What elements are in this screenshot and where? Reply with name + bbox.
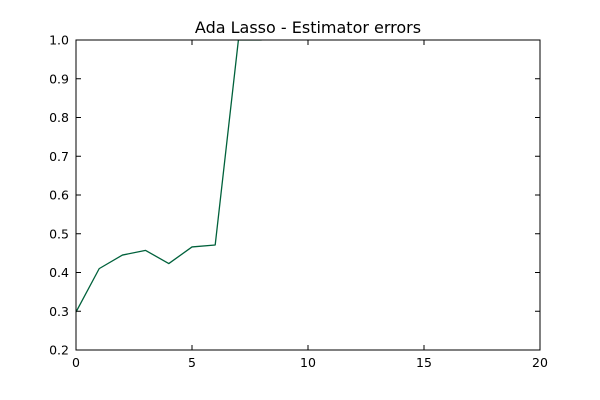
x-tick-label: 15 <box>416 355 432 370</box>
x-axis: 0 5 10 15 20 <box>72 40 548 370</box>
y-tick-label: 0.6 <box>49 188 69 203</box>
x-tick-label: 5 <box>188 355 196 370</box>
series-layer <box>76 40 262 313</box>
y-tick-label: 0.3 <box>49 304 69 319</box>
y-tick-label: 1.0 <box>49 33 69 48</box>
x-tick-label: 20 <box>532 355 548 370</box>
y-tick-label: 0.2 <box>49 343 69 358</box>
series-line-0 <box>76 40 262 313</box>
x-tick-label: 0 <box>72 355 80 370</box>
plot-frame <box>75 39 541 351</box>
y-tick-label: 0.7 <box>49 149 69 164</box>
y-tick-label: 0.8 <box>49 110 69 125</box>
y-tick-label: 0.4 <box>49 265 69 280</box>
y-tick-label: 0.5 <box>49 226 69 241</box>
y-axis: 0.2 0.3 0.4 0.5 0.6 0.7 0.8 0.9 1.0 <box>49 33 540 358</box>
y-tick-label: 0.9 <box>49 71 69 86</box>
x-tick-label: 10 <box>300 355 316 370</box>
chart-title: Ada Lasso - Estimator errors <box>195 18 421 37</box>
